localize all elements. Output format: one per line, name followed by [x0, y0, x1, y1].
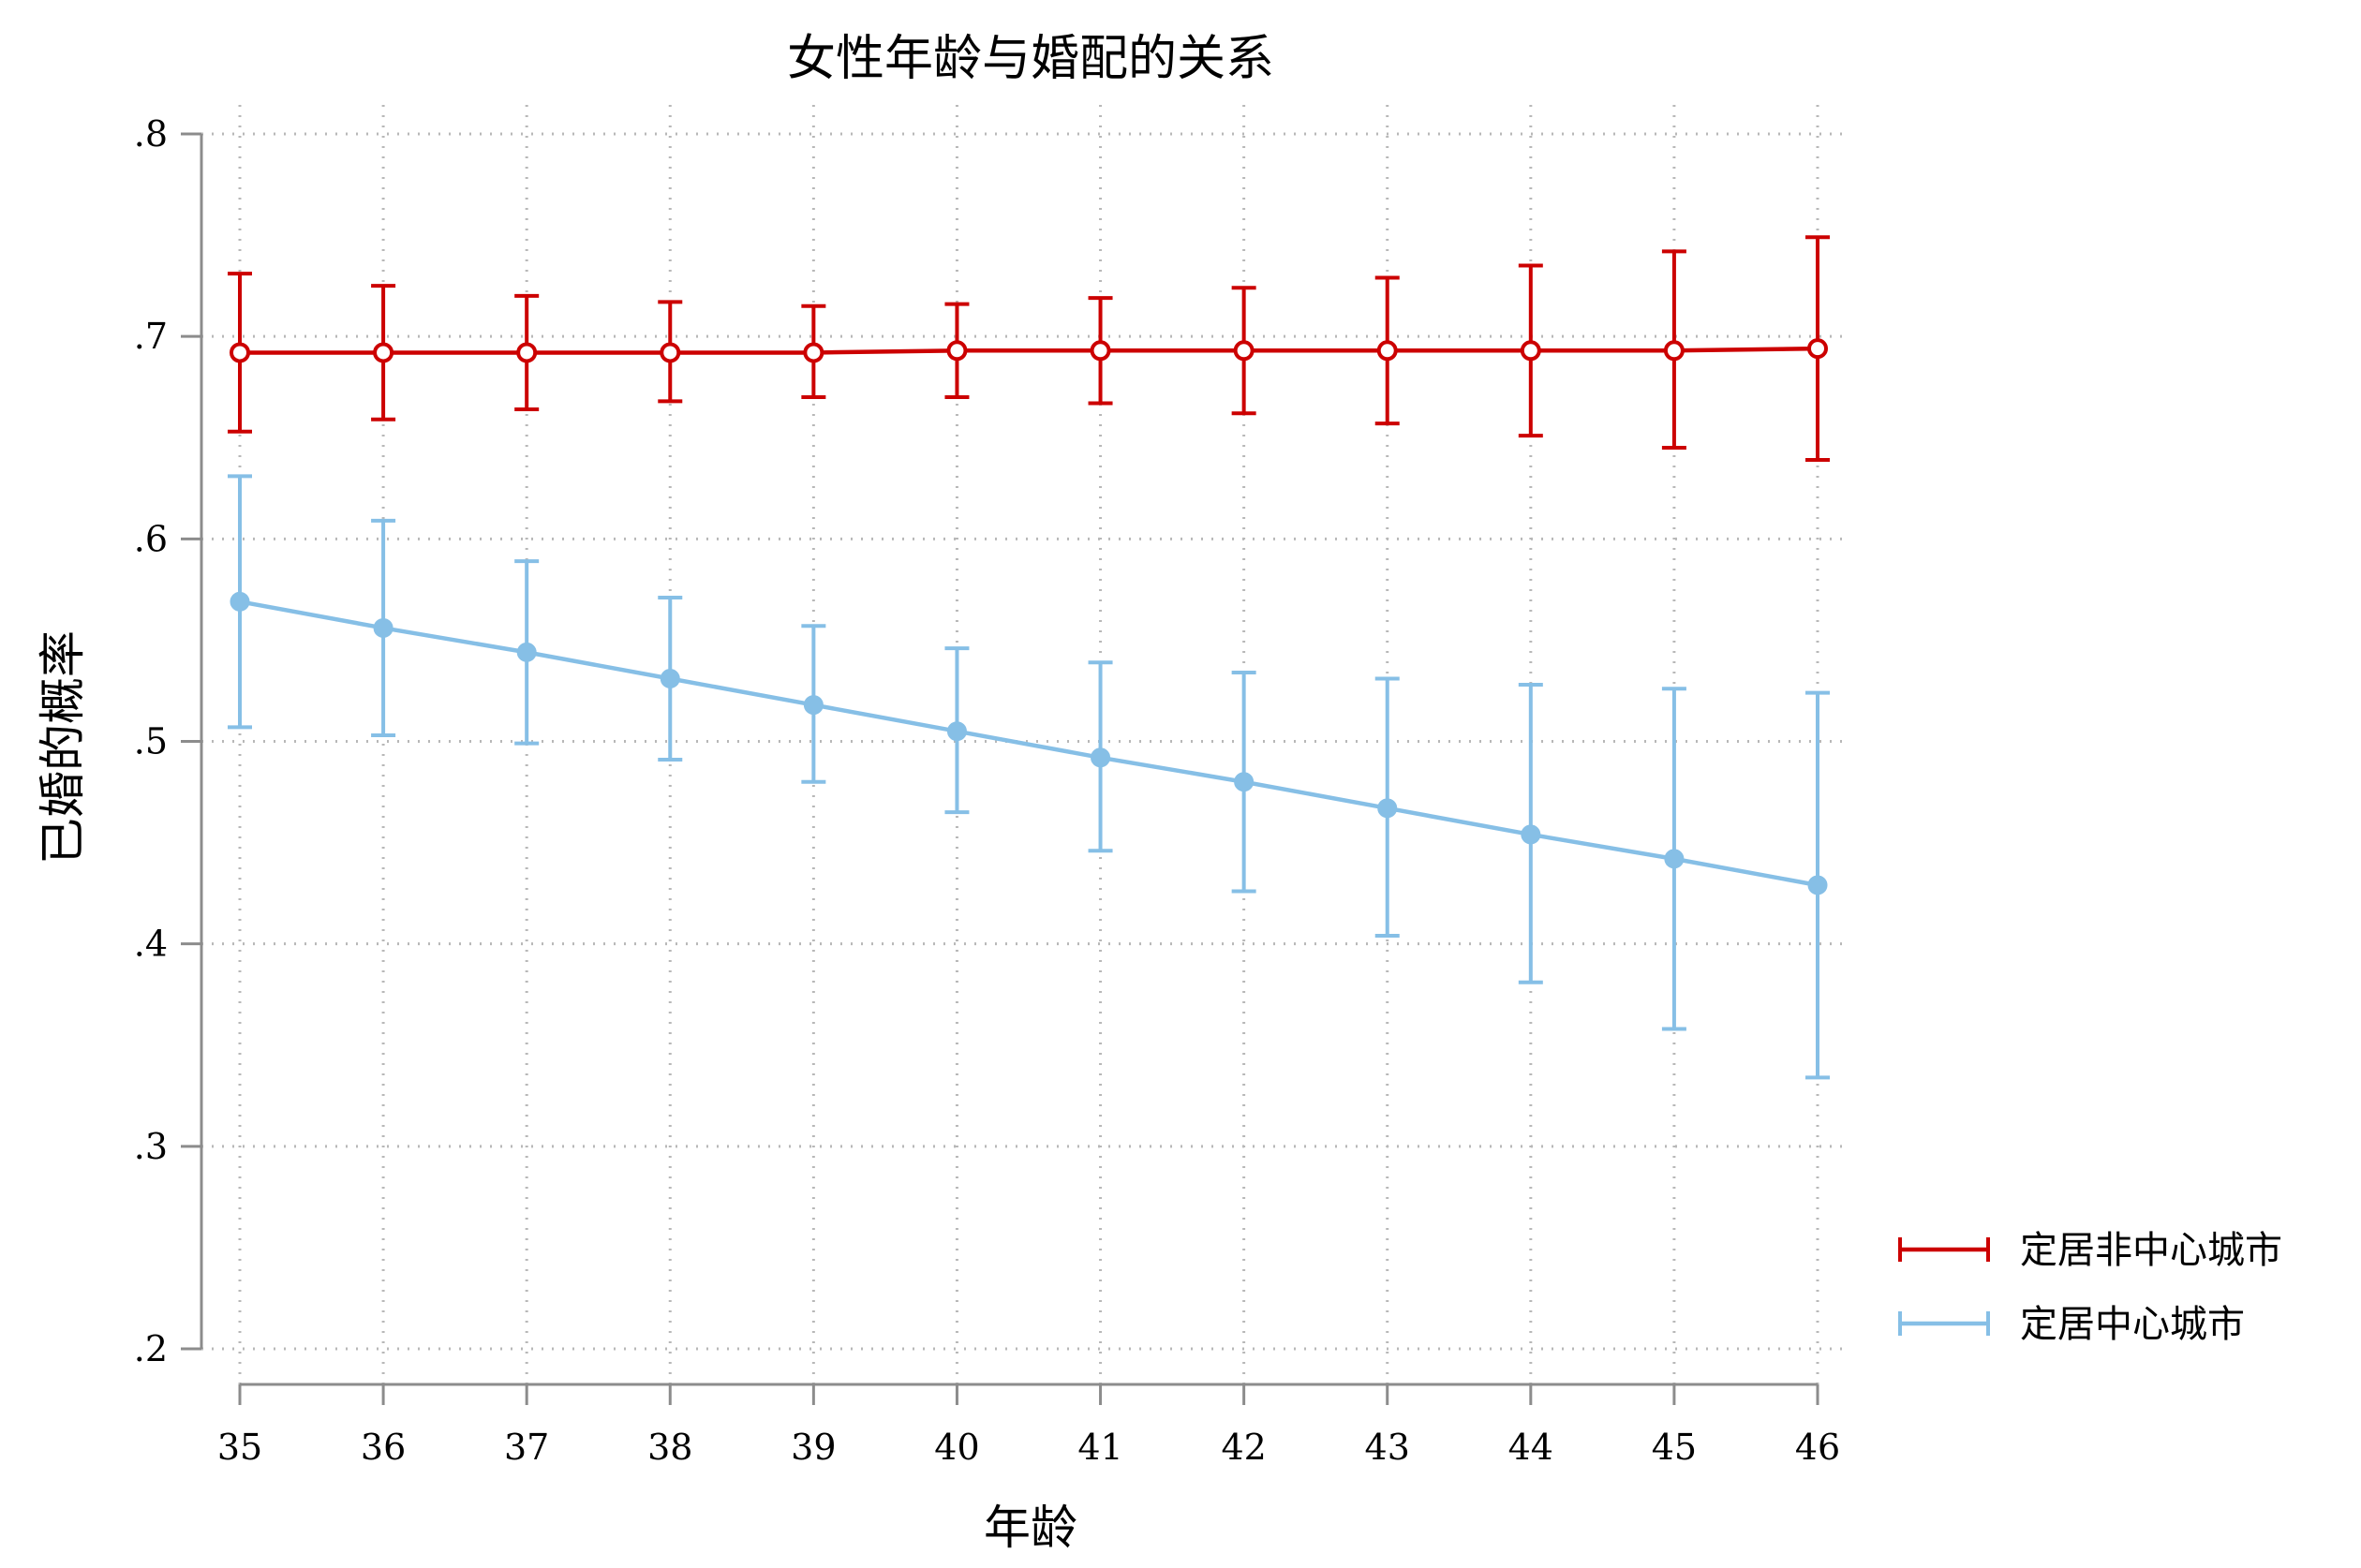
x-axis-label: 年龄: [984, 1501, 1077, 1555]
y-tick-label: .7: [134, 316, 168, 357]
data-point: [1376, 340, 1398, 362]
y-tick-label: .4: [134, 924, 168, 965]
data-point: [373, 617, 394, 638]
x-tick-label: 44: [1508, 1427, 1553, 1468]
x-tick-label: 40: [934, 1427, 979, 1468]
data-point: [1520, 340, 1541, 362]
data-point: [516, 642, 537, 662]
data-point: [1663, 340, 1685, 362]
x-tick-label: 37: [504, 1427, 549, 1468]
data-point: [803, 695, 824, 716]
series-layer: [228, 235, 1830, 1080]
data-point: [946, 721, 967, 742]
data-point: [1807, 338, 1828, 360]
series-group: [228, 235, 1830, 463]
data-point: [1521, 824, 1541, 845]
data-point: [660, 342, 681, 363]
series-line: [240, 346, 1819, 355]
data-point: [1091, 747, 1111, 768]
x-tick-label: 42: [1221, 1427, 1266, 1468]
series-group: [228, 474, 1830, 1080]
x-tick-label: 38: [647, 1427, 692, 1468]
legend-label: 定居中心城市: [2020, 1303, 2245, 1346]
data-point: [1234, 772, 1255, 792]
data-point: [516, 342, 538, 363]
x-tick-label: 43: [1365, 1427, 1410, 1468]
chart-title: 女性年龄与婚配的关系: [787, 31, 1274, 87]
data-point: [660, 668, 680, 688]
series-line: [239, 599, 1819, 888]
x-tick-label: 41: [1077, 1427, 1122, 1468]
data-point: [946, 340, 968, 362]
data-point: [373, 342, 394, 363]
x-tick-label: 39: [791, 1427, 836, 1468]
data-point: [230, 342, 250, 363]
y-tick-label: .6: [134, 518, 168, 559]
x-tick-label: 45: [1652, 1427, 1697, 1468]
data-point: [1664, 849, 1685, 869]
x-tick-label: 46: [1795, 1427, 1840, 1468]
y-axis-label: 已婚的概率: [36, 630, 90, 865]
y-tick-label: .5: [134, 721, 168, 762]
data-point: [1233, 340, 1255, 362]
y-tick-label: .8: [134, 113, 168, 155]
y-tick-label: .3: [134, 1126, 168, 1167]
axes: .2 .3 .4 .5 .6 .7 .8 35 36 37 38 39 40 41 42 43 44 45 46: [134, 113, 1840, 1468]
y-tick-label: .2: [134, 1328, 168, 1369]
data-point: [1807, 875, 1828, 895]
data-point: [1090, 340, 1111, 362]
x-tick-label: 35: [217, 1427, 262, 1468]
legend-label: 定居非中心城市: [2020, 1229, 2282, 1272]
data-point: [803, 342, 824, 363]
data-point: [1377, 798, 1398, 819]
x-tick-label: 36: [361, 1427, 406, 1468]
data-point: [230, 591, 250, 612]
